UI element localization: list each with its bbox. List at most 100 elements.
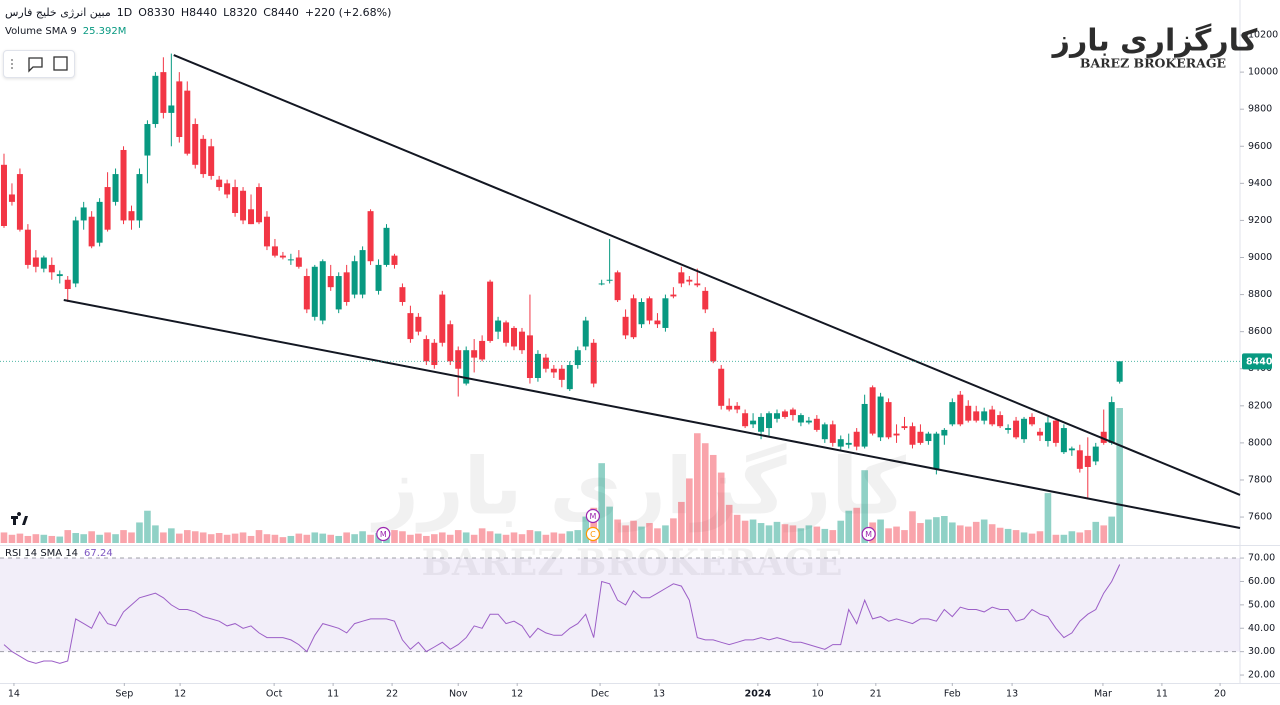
candle-body	[1029, 416, 1036, 425]
volume-bar	[837, 520, 845, 543]
candle-body	[518, 331, 525, 351]
candle-body	[805, 420, 812, 423]
candle-body	[1005, 428, 1012, 430]
volume-bar	[48, 535, 56, 543]
last-price-box	[1242, 353, 1272, 370]
volume-bar	[1116, 408, 1123, 543]
candle-body	[758, 416, 765, 432]
candle-body	[853, 431, 860, 447]
candle-body	[781, 411, 788, 417]
volume-bar	[80, 534, 87, 543]
candle-body	[1021, 418, 1028, 440]
candle-body	[957, 394, 964, 425]
rsi-label: RSI 14 SMA 14	[5, 548, 79, 559]
volume-bar	[550, 532, 558, 543]
candle-body	[335, 276, 342, 310]
volume-bar	[1044, 493, 1052, 543]
volume-bar	[8, 534, 16, 543]
volume-bar	[566, 531, 574, 543]
logo-title: کارگزاری بارز	[1051, 23, 1258, 59]
candle-body	[80, 207, 87, 221]
volume-bar	[415, 533, 422, 543]
candle-body	[566, 365, 573, 390]
candle-body	[885, 402, 892, 438]
candle-body	[558, 368, 565, 380]
candle-body	[550, 368, 557, 373]
logo-subtitle: BAREZ BROKERAGE	[1080, 56, 1226, 71]
volume-bar	[88, 531, 95, 543]
volume-bar	[717, 472, 725, 543]
candle-body	[590, 342, 597, 384]
tv-badge-icon	[11, 512, 28, 525]
candle-body	[789, 409, 796, 416]
candle-body	[606, 279, 613, 281]
volume-bar	[391, 530, 398, 543]
candle-body	[1076, 450, 1083, 469]
volume-bar	[199, 532, 207, 543]
volume-bar	[399, 531, 406, 543]
candle-body	[16, 174, 23, 230]
event-marker	[376, 526, 391, 542]
volume-bar	[462, 532, 470, 543]
volume-bar	[255, 530, 263, 543]
candle-body	[1036, 431, 1043, 436]
change: +220 (+2.68%)	[304, 6, 392, 19]
volume-bar	[263, 534, 271, 543]
candle-body	[694, 283, 701, 286]
volume-bar	[40, 534, 48, 543]
ohlc-close: C8440	[263, 6, 299, 19]
x-tick-label: Oct	[266, 689, 283, 700]
candle-body	[120, 149, 127, 221]
symbol-title: مبین انرژی خلیج فارس	[5, 6, 111, 19]
volume-sma: 25.392M	[82, 26, 127, 37]
x-tick-label: Dec	[591, 689, 609, 700]
event-label: C	[590, 530, 596, 539]
x-tick-label: 11	[327, 689, 339, 700]
volume-bar	[327, 534, 335, 543]
candle-body	[407, 313, 414, 340]
volume-bar	[1076, 532, 1084, 543]
volume-bar	[590, 507, 598, 543]
candle-body	[152, 75, 159, 125]
volume-bar	[56, 536, 64, 543]
candle-body	[88, 216, 95, 247]
candle-body	[40, 257, 47, 269]
candle-body	[224, 183, 231, 195]
volume-bar	[247, 535, 255, 543]
volume-bar	[709, 454, 717, 543]
candle-body	[248, 209, 255, 225]
volume-bar	[789, 525, 797, 543]
x-tick-label: 14	[8, 689, 20, 700]
candle-body	[1084, 455, 1091, 467]
volume-bar	[64, 530, 72, 543]
candle-body	[455, 350, 462, 369]
candle-body	[1092, 446, 1099, 462]
volume-bar	[901, 530, 908, 543]
drawing-toolbar[interactable]	[3, 50, 75, 78]
volume-bar	[359, 531, 366, 543]
candle-body	[8, 194, 15, 202]
y-tick-label: 8200	[1248, 400, 1272, 411]
volume-bar	[574, 530, 582, 543]
volume-bar	[701, 443, 709, 543]
x-tick-label: 12	[511, 689, 523, 700]
volume-bar	[558, 533, 566, 543]
x-tick-label: 20	[1214, 689, 1226, 700]
last-price-label: 8440	[1246, 356, 1273, 367]
x-tick-label: 11	[1156, 689, 1168, 700]
volume-bar	[638, 526, 645, 543]
volume-bar	[510, 532, 518, 543]
candle-body	[64, 279, 71, 290]
candle-body	[997, 415, 1004, 427]
y-tick-label: 7600	[1248, 512, 1272, 523]
y-tick-label: 7800	[1248, 474, 1272, 485]
candle-body	[718, 368, 725, 406]
volume-bar	[112, 534, 119, 543]
candle-body	[104, 187, 111, 230]
x-tick-label: 2024	[745, 689, 772, 700]
candle-body	[431, 342, 438, 366]
y-tick-label: 9600	[1248, 141, 1272, 152]
y-tick-label: 10200	[1248, 30, 1278, 41]
volume-bar	[1068, 531, 1076, 543]
volume-bar	[877, 519, 884, 543]
